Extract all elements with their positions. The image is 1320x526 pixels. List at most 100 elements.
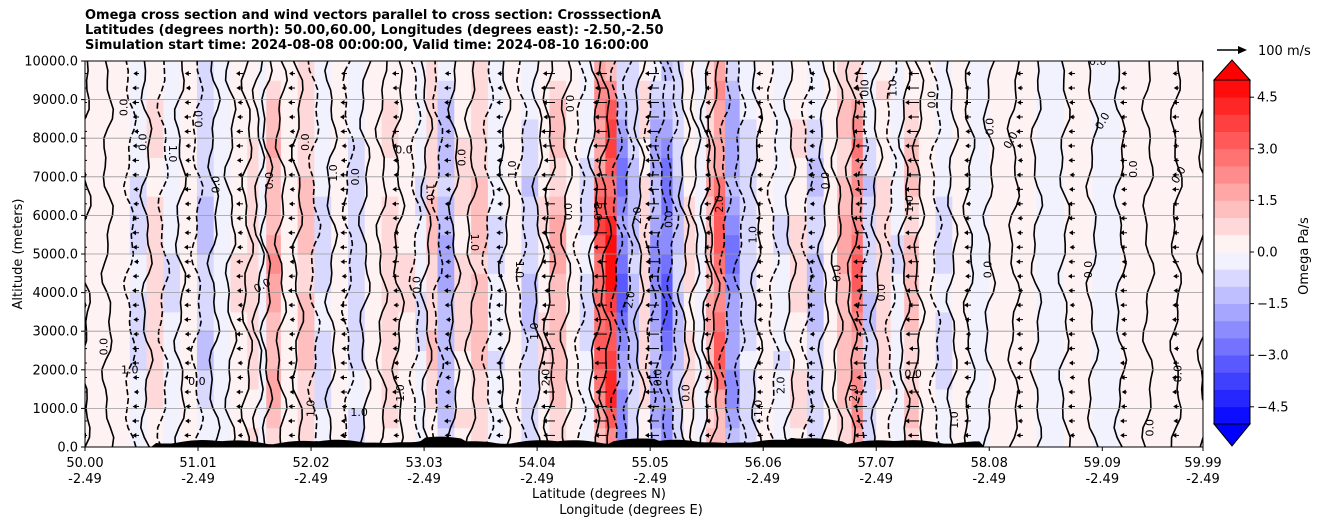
wind-vector-head <box>964 432 969 438</box>
omega-cell <box>258 176 267 197</box>
wind-vector-head <box>1173 346 1178 352</box>
wind-vector-head <box>594 360 599 366</box>
wind-vector-head <box>132 288 137 294</box>
omega-cell <box>739 369 757 390</box>
wind-vector-head <box>1120 403 1125 409</box>
omega-cell <box>566 196 581 216</box>
omega-cell <box>163 331 181 351</box>
omega-cell <box>280 369 299 390</box>
wind-vector-head <box>185 157 190 163</box>
wind-vector-head <box>497 215 502 221</box>
omega-cell <box>549 273 567 294</box>
wind-vector-head <box>1120 99 1125 105</box>
omega-cell <box>1036 350 1065 371</box>
colorbar-tick-label: 1.5 <box>1257 194 1278 209</box>
omega-cell <box>454 196 472 216</box>
omega-cell <box>806 311 825 332</box>
omega-cell <box>1036 196 1065 216</box>
omega-cell <box>566 408 581 429</box>
omega-cell <box>1120 234 1149 255</box>
colorbar-tick-label: −1.5 <box>1257 297 1289 312</box>
omega-cell <box>1120 292 1149 313</box>
omega-cell <box>398 118 416 139</box>
y-tick-label: 4000.0 <box>33 286 79 301</box>
x-tick-label-latitude: 55.05 <box>632 456 669 471</box>
omega-cell <box>163 311 181 332</box>
omega-cell <box>862 254 877 274</box>
omega-cell <box>454 80 472 101</box>
wind-vector-head <box>289 186 294 192</box>
omega-cell <box>989 273 1015 294</box>
wind-vector-head <box>756 143 761 149</box>
omega-cell <box>661 157 674 178</box>
omega-cell <box>672 311 685 332</box>
wind-vector-head <box>444 360 449 366</box>
omega-cell <box>952 273 970 294</box>
omega-cell <box>129 157 148 178</box>
omega-cell <box>862 408 877 429</box>
omega-cell <box>1120 273 1149 294</box>
omega-cell <box>107 118 131 139</box>
omega-cell <box>935 427 953 447</box>
wind-vector-head <box>236 85 241 91</box>
wind-vector-head <box>964 244 969 250</box>
omega-cell <box>549 176 567 197</box>
omega-cell <box>247 389 259 409</box>
omega-cell <box>437 408 455 429</box>
omega-cell <box>247 292 259 313</box>
omega-cell <box>706 350 715 371</box>
omega-cell <box>694 292 707 313</box>
omega-cell <box>1013 99 1037 120</box>
wind-vector-head <box>237 244 242 250</box>
wind-vector-head <box>340 172 345 178</box>
wind-vector-head <box>809 273 814 279</box>
omega-cell <box>918 389 937 409</box>
omega-cell <box>594 138 606 158</box>
wind-vector-head <box>1069 432 1074 438</box>
omega-cell <box>918 99 937 120</box>
omega-cell <box>594 215 606 236</box>
wind-vector-head <box>704 128 708 134</box>
omega-cell <box>638 215 651 236</box>
omega-cell <box>213 292 231 313</box>
omega-cell <box>823 389 838 409</box>
omega-cell <box>851 61 864 81</box>
omega-cell <box>739 138 757 158</box>
colorbar-level <box>1214 303 1250 322</box>
omega-cell <box>1064 80 1093 101</box>
wind-vector-head <box>392 273 397 279</box>
omega-cell <box>890 215 905 236</box>
omega-cell <box>904 369 920 390</box>
omega-cell <box>661 138 674 158</box>
omega-cell <box>627 61 640 81</box>
omega-cell <box>129 389 148 409</box>
wind-vector-head <box>1068 259 1073 265</box>
omega-cell <box>314 176 332 197</box>
omega-cell <box>725 138 741 158</box>
omega-cell <box>107 176 131 197</box>
omega-cell <box>1176 61 1203 81</box>
omega-cell <box>1064 157 1093 178</box>
omega-cell <box>579 350 595 371</box>
colorbar-level <box>1214 148 1250 167</box>
contour-label: 2.0 <box>622 290 638 309</box>
omega-cell <box>876 215 892 236</box>
omega-cell <box>890 311 905 332</box>
omega-cell <box>627 331 640 351</box>
omega-cell <box>725 350 741 371</box>
omega-cell <box>739 311 757 332</box>
wind-vector-head <box>497 143 502 149</box>
omega-cell <box>1176 254 1203 274</box>
omega-cell <box>163 61 181 81</box>
omega-cell <box>426 176 439 197</box>
wind-vector-head <box>704 375 709 381</box>
omega-cell <box>247 311 259 332</box>
omega-cell <box>739 215 757 236</box>
omega-cell <box>1176 138 1203 158</box>
omega-cell <box>661 369 674 390</box>
omega-cell <box>415 118 427 139</box>
contour-label: 0.0 <box>209 176 222 194</box>
omega-cell <box>538 389 550 409</box>
omega-cell <box>918 215 937 236</box>
omega-cell <box>594 196 606 216</box>
